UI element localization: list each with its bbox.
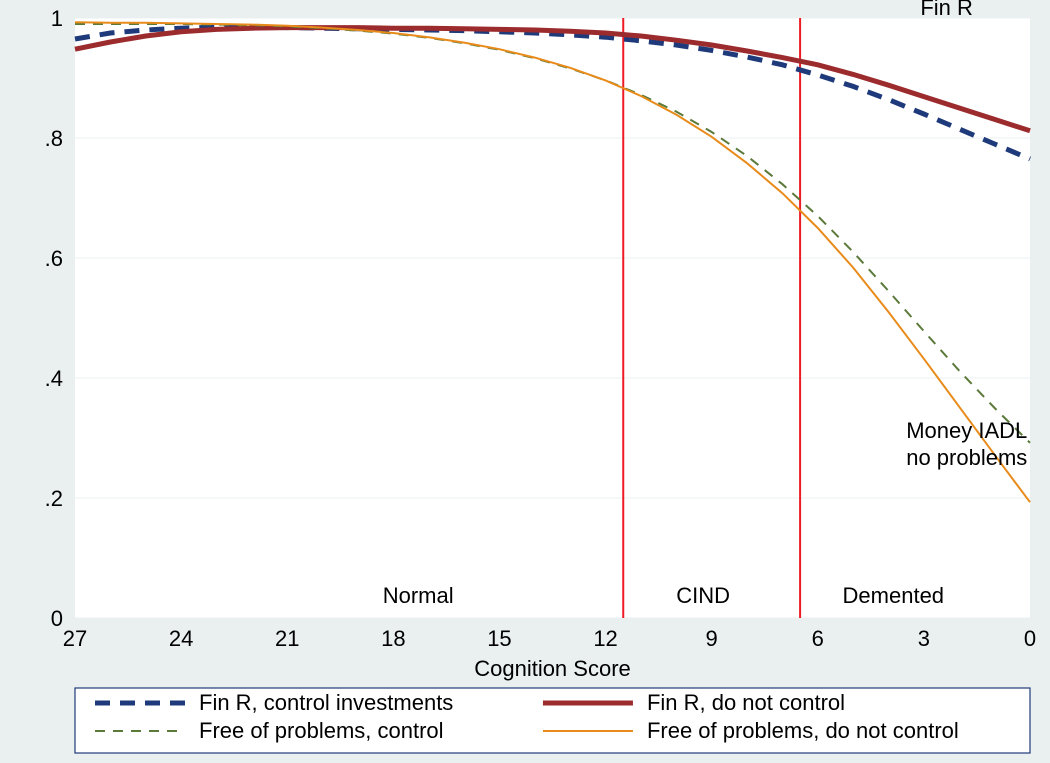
y-tick-label: 1 xyxy=(51,6,63,31)
chart-svg: 0 .2 .4 .6 .8 1 27 24 21 18 15 12 9 6 3 0 Cognition Scor… xyxy=(0,0,1050,763)
x-tick-label: 9 xyxy=(706,626,718,651)
x-tick-label: 18 xyxy=(381,626,405,651)
y-tick-label: .2 xyxy=(45,486,63,511)
x-tick-label: 27 xyxy=(63,626,87,651)
legend-label: Free of problems, control xyxy=(199,718,444,743)
x-tick-label: 6 xyxy=(812,626,824,651)
annotation: no problems xyxy=(906,445,1027,470)
annotation: Normal xyxy=(383,583,454,608)
y-tick-label: .4 xyxy=(45,366,63,391)
x-axis-title: Cognition Score xyxy=(474,656,631,681)
annotation: CIND xyxy=(676,583,730,608)
y-tick-label: .8 xyxy=(45,126,63,151)
x-tick-label: 0 xyxy=(1024,626,1036,651)
x-tick-label: 12 xyxy=(593,626,617,651)
legend-label: Free of problems, do not control xyxy=(647,718,959,743)
y-tick-label: 0 xyxy=(51,606,63,631)
x-tick-label: 24 xyxy=(169,626,193,651)
annotation: Demented xyxy=(843,583,945,608)
legend-label: Fin R, do not control xyxy=(647,690,845,715)
annotation: Money IADL xyxy=(906,418,1027,443)
x-tick-label: 15 xyxy=(487,626,511,651)
legend-label: Fin R, control investments xyxy=(199,690,453,715)
chart-container: 0 .2 .4 .6 .8 1 27 24 21 18 15 12 9 6 3 0 Cognition Scor… xyxy=(0,0,1050,763)
x-tick-label: 21 xyxy=(275,626,299,651)
x-tick-label: 3 xyxy=(918,626,930,651)
annotation: Fin R xyxy=(920,0,973,20)
y-tick-label: .6 xyxy=(45,246,63,271)
